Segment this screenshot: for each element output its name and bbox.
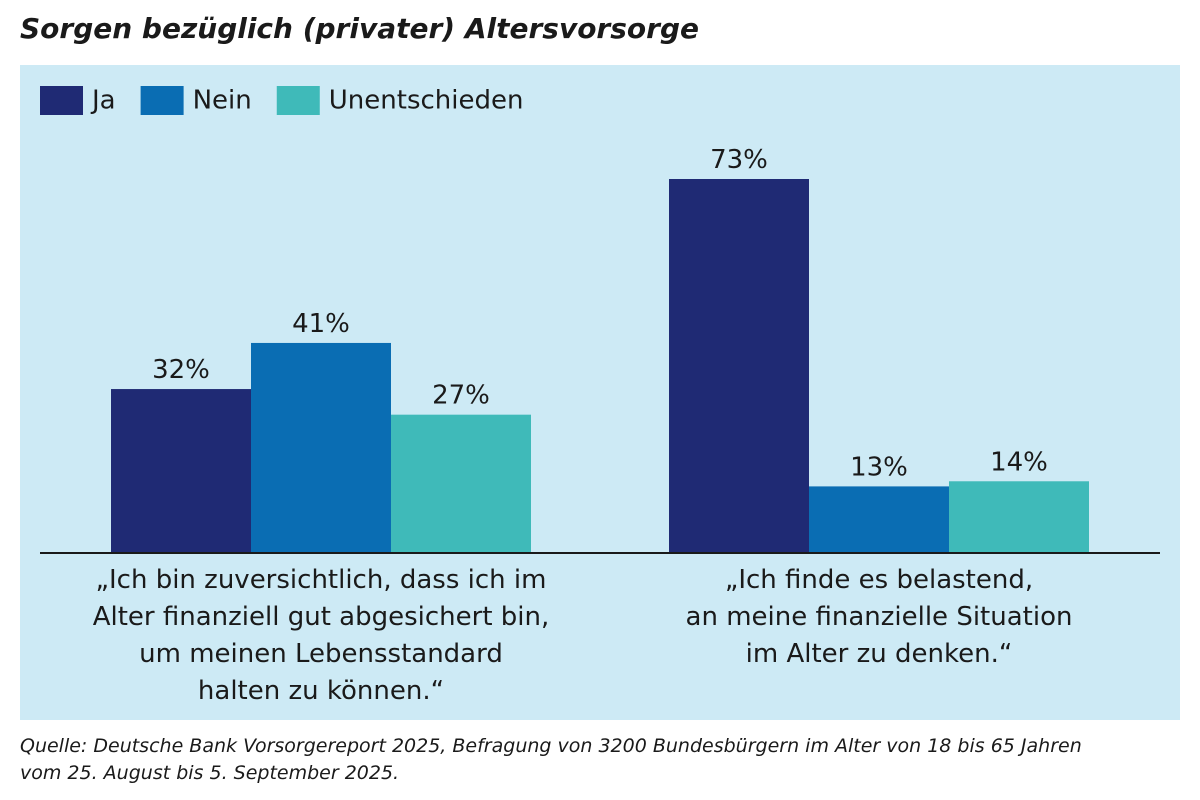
value-label: 13% <box>850 452 908 482</box>
legend-swatch <box>276 86 320 115</box>
legend-label: Unentschieden <box>329 86 524 116</box>
legend-swatch <box>140 86 184 115</box>
value-label: 41% <box>292 309 350 339</box>
source-note: Quelle: Deutsche Bank Vorsorgereport 202… <box>20 735 1082 784</box>
category-label: „Ich finde es belastend, an meine finanz… <box>685 565 1073 669</box>
bar <box>251 342 391 553</box>
value-label: 14% <box>990 447 1048 477</box>
value-label: 32% <box>152 355 210 385</box>
bar <box>669 179 809 553</box>
value-label: 73% <box>710 145 768 175</box>
bar <box>809 486 949 553</box>
legend-label: Nein <box>193 86 252 116</box>
value-label: 27% <box>432 381 490 411</box>
bar <box>111 389 251 553</box>
chart-title: Sorgen bezüglich (privater) Altersvorsor… <box>20 12 699 45</box>
legend-label: Ja <box>90 86 116 116</box>
category-label: „Ich bin zuversichtlich, dass ich im Alt… <box>92 565 550 706</box>
bar <box>949 481 1089 553</box>
legend-swatch <box>40 86 83 115</box>
bar <box>391 414 531 553</box>
